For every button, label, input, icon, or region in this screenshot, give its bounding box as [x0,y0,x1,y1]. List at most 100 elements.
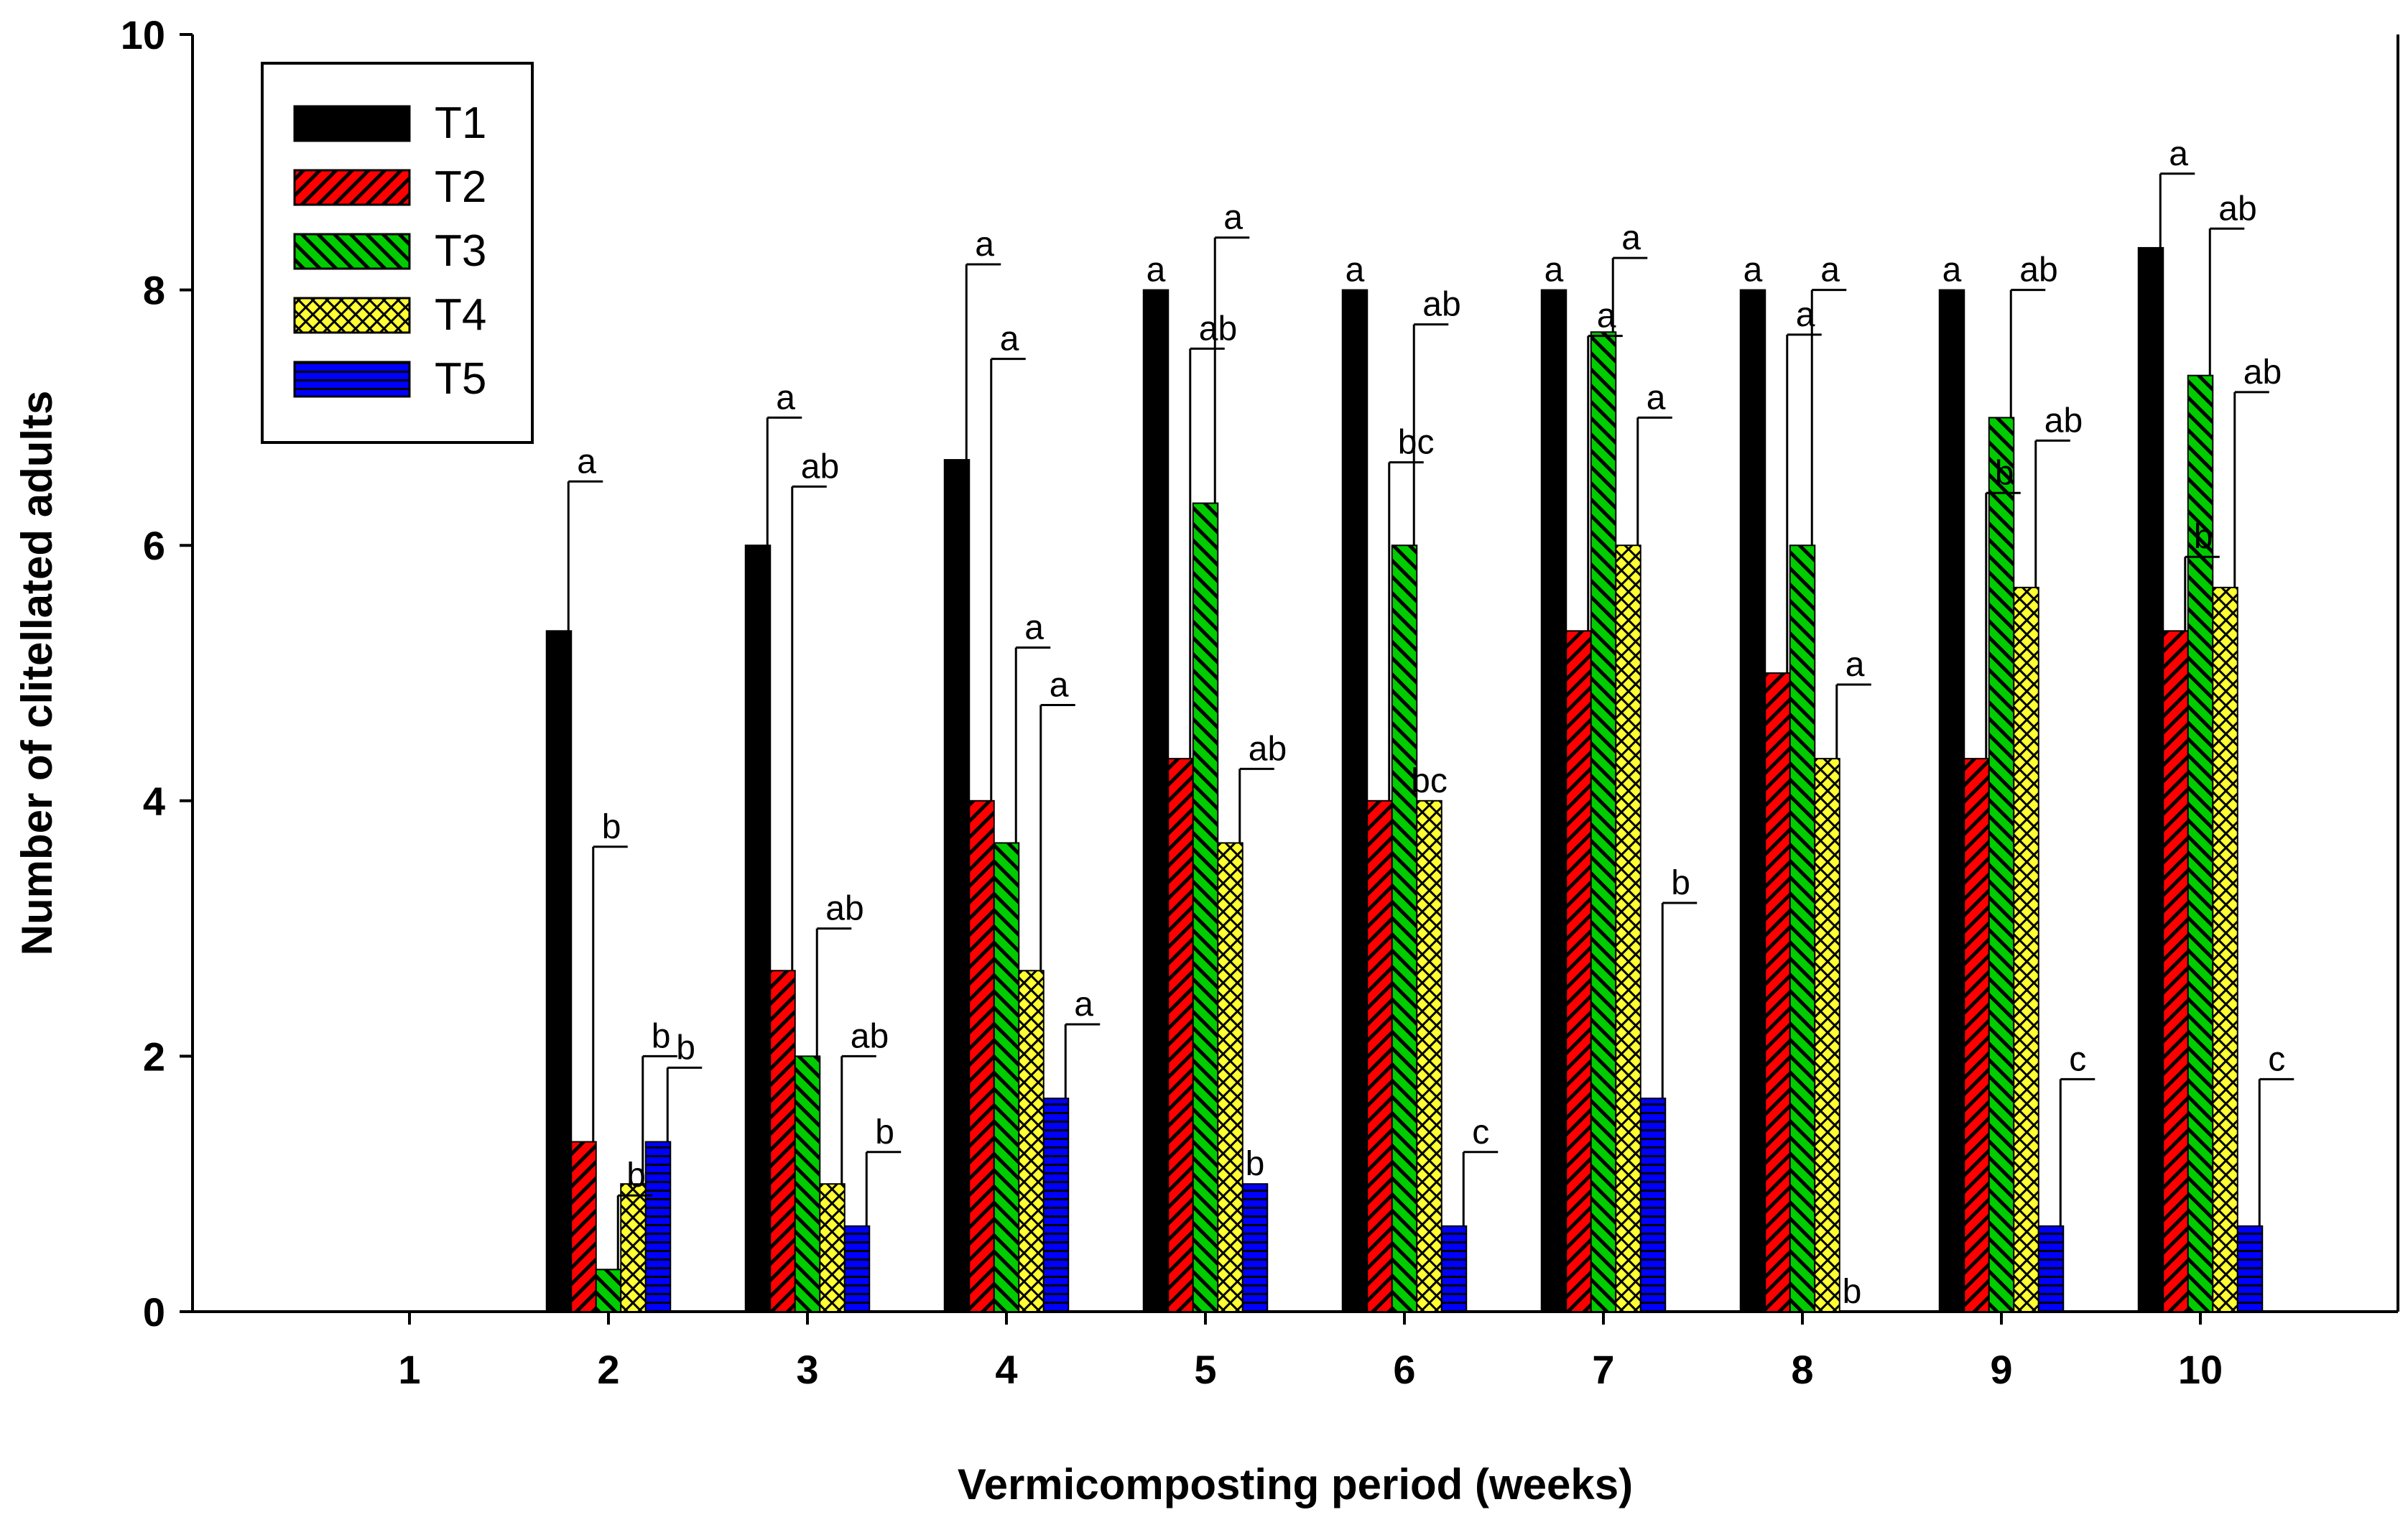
sig-label-t1-week-6: a [1346,251,1365,289]
bar-t5-week-5 [1241,1183,1269,1312]
x-tick-label: 2 [597,1347,619,1392]
y-tick-label: 8 [143,268,165,313]
sig-label-t2-week-4: a [1000,320,1019,358]
y-tick-label: 6 [143,523,165,568]
sig-label-t5-week-2: b [676,1029,695,1067]
bar-t1-week-7 [1540,289,1567,1313]
bar-t1-week-9 [1938,289,1965,1313]
bar-t1-week-10 [2137,246,2164,1312]
sig-label-t1-week-9: a [1942,251,1962,289]
x-tick-label: 10 [2178,1347,2223,1392]
bar-t3-week-3 [794,1055,821,1313]
sig-label-t5-week-7: b [1671,864,1690,902]
sig-label-t3-week-5: a [1223,199,1243,237]
sig-label-t3-week-8: a [1820,251,1840,289]
x-tick-label: 4 [995,1347,1017,1392]
bar-t5-week-3 [843,1225,871,1313]
sig-label-t5-week-9: c [2069,1040,2086,1078]
sig-label-t3-week-10: ab [2218,190,2256,228]
legend-swatch-t1 [293,105,411,142]
bar-t4-week-7 [1615,544,1641,1313]
bar-t3-week-4 [993,842,1020,1312]
sig-label-t1-week-4: a [975,226,994,264]
sig-label-t3-week-3: ab [825,890,863,928]
bar-t3-week-8 [1789,544,1816,1313]
sig-label-t4-week-4: a [1050,666,1069,704]
bar-t3-week-7 [1590,331,1617,1312]
legend-swatch-t3 [293,233,411,270]
bar-t2-week-8 [1764,672,1791,1312]
bar-t1-week-8 [1739,289,1766,1313]
legend-label-t1: T1 [435,98,486,148]
bar-t3-week-10 [2187,374,2214,1313]
sig-label-t2-week-10: b [2194,518,2213,556]
bar-t1-week-2 [545,630,573,1312]
x-tick-label: 6 [1393,1347,1415,1392]
bar-t5-week-10 [2236,1225,2264,1313]
sig-label-t5-week-10: c [2268,1040,2285,1078]
legend-label-t3: T3 [435,226,486,276]
bar-t2-week-10 [2162,630,2189,1312]
bar-t4-week-6 [1416,799,1443,1313]
bar-t5-week-9 [2037,1225,2065,1313]
sig-label-t4-week-7: a [1647,379,1666,417]
bar-t3-week-5 [1192,502,1219,1312]
legend-label-t2: T2 [435,162,486,212]
sig-label-t1-week-8: a [1744,251,1763,289]
bar-t1-week-6 [1341,289,1369,1313]
sig-label-t5-week-3: b [875,1113,894,1151]
y-axis-title: Number of clitellated adults [13,391,61,956]
bar-t2-week-2 [570,1141,597,1312]
sig-label-t3-week-7: a [1621,219,1641,257]
bar-t2-week-7 [1565,630,1592,1312]
bar-t3-week-2 [595,1269,622,1313]
y-tick-label: 10 [121,12,165,57]
sig-label-t2-week-5: ab [1199,310,1237,348]
sig-label-t4-week-6: bc [1411,762,1448,800]
sig-label-t2-week-7: a [1597,297,1616,335]
sig-label-t2-week-9: b [1995,454,2014,492]
bar-t2-week-6 [1366,799,1393,1313]
sig-label-t2-week-8: a [1796,296,1815,334]
legend: T1 T2 T3 T4 T5 [261,62,534,444]
bar-t1-week-5 [1142,289,1170,1313]
bar-t4-week-9 [2013,586,2039,1312]
x-tick-label: 5 [1194,1347,1216,1392]
bar-t4-week-8 [1814,758,1840,1312]
bar-t4-week-3 [819,1183,846,1312]
sig-label-t3-week-2: b [626,1157,646,1195]
bar-t2-week-4 [968,799,995,1313]
x-tick-label: 3 [796,1347,818,1392]
x-tick-label: 7 [1592,1347,1614,1392]
legend-swatch-t4 [293,297,411,334]
sig-label-t2-week-2: b [602,808,621,846]
bar-t5-week-2 [644,1141,672,1312]
sig-label-t3-week-4: a [1024,608,1044,646]
sig-label-t5-week-4: a [1074,986,1093,1024]
bar-t4-week-2 [620,1183,647,1312]
bar-t4-week-10 [2212,586,2238,1312]
sig-label-t2-week-6: bc [1398,424,1435,462]
error-bars-group [567,172,2294,1270]
sig-label-t4-week-5: ab [1249,730,1287,768]
y-tick-label: 4 [143,779,165,824]
x-axis-title: Vermicomposting period (weeks) [958,1460,1633,1508]
sig-label-t3-week-6: ab [1422,286,1460,324]
sig-label-t1-week-5: a [1147,251,1166,289]
legend-label-t4: T4 [435,290,486,340]
bar-t2-week-9 [1963,758,1990,1312]
bar-t5-week-6 [1440,1225,1468,1313]
sig-label-t4-week-10: ab [2243,353,2282,391]
bars-group [545,246,2264,1313]
x-tick-label: 1 [398,1347,420,1392]
sig-label-t4-week-3: ab [851,1017,889,1055]
sig-label-t5-week-6: c [1472,1113,1489,1151]
y-tick-label: 2 [143,1034,165,1079]
bar-t2-week-5 [1167,758,1194,1312]
sig-label-t4-week-9: ab [2045,402,2083,440]
legend-swatch-t5 [293,361,411,398]
bar-t5-week-7 [1639,1098,1667,1312]
